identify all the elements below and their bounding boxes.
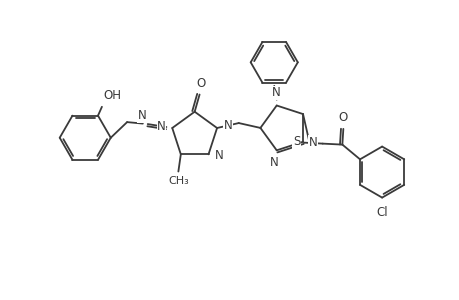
Text: N: N xyxy=(271,86,280,99)
Text: CH₃: CH₃ xyxy=(168,176,188,186)
Text: S: S xyxy=(292,135,300,148)
Text: N: N xyxy=(270,156,279,169)
Text: N: N xyxy=(308,136,317,149)
Text: N: N xyxy=(157,119,166,133)
Text: N: N xyxy=(138,109,146,122)
Text: O: O xyxy=(196,76,205,90)
Text: N: N xyxy=(214,149,223,162)
Text: N: N xyxy=(223,118,232,132)
Text: O: O xyxy=(338,111,347,124)
Text: Cl: Cl xyxy=(375,206,387,219)
Text: OH: OH xyxy=(103,89,121,102)
